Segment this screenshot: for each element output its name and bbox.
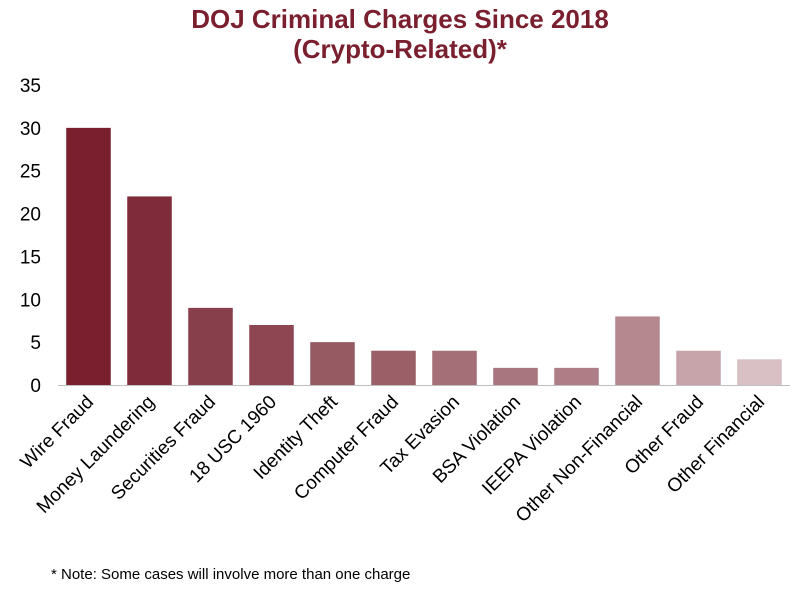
bar-securities-fraud	[188, 307, 233, 385]
y-tick-label: 10	[20, 290, 41, 311]
x-tick-label: Money Laundering	[33, 392, 159, 518]
bars	[66, 127, 782, 385]
bar-wire-fraud	[66, 127, 111, 385]
y-tick-label: 5	[30, 333, 41, 354]
bar-computer-fraud	[371, 350, 416, 385]
y-tick-label: 15	[20, 247, 41, 268]
chart-title: DOJ Criminal Charges Since 2018 (Crypto-…	[0, 4, 800, 64]
bar-other-non-financial	[615, 316, 660, 385]
bar-other-fraud	[676, 350, 721, 385]
y-tick-label: 35	[20, 76, 41, 97]
bar-identity-theft	[310, 342, 355, 385]
y-tick-label: 30	[20, 119, 41, 140]
x-tick-label: Computer Fraud	[290, 392, 403, 505]
y-tick-label: 0	[30, 376, 41, 397]
footnote: * Note: Some cases will involve more tha…	[51, 566, 411, 583]
bar-other-financial	[737, 359, 782, 385]
y-axis-ticks: 0 5 10 15 20 25 30 35	[20, 76, 41, 397]
x-tick-label: Securities Fraud	[107, 392, 220, 505]
chart-title-line-1: DOJ Criminal Charges Since 2018	[191, 4, 609, 34]
bar-bsa-violation	[493, 367, 538, 385]
bar-ieepa-violation	[554, 367, 599, 385]
y-tick-label: 25	[20, 162, 41, 183]
bar-tax-evasion	[432, 350, 477, 385]
bar-18-usc-1960	[249, 325, 294, 385]
bar-money-laundering	[127, 196, 172, 385]
chart-title-line-2: (Crypto-Related)*	[293, 34, 507, 64]
y-tick-label: 20	[20, 205, 41, 226]
